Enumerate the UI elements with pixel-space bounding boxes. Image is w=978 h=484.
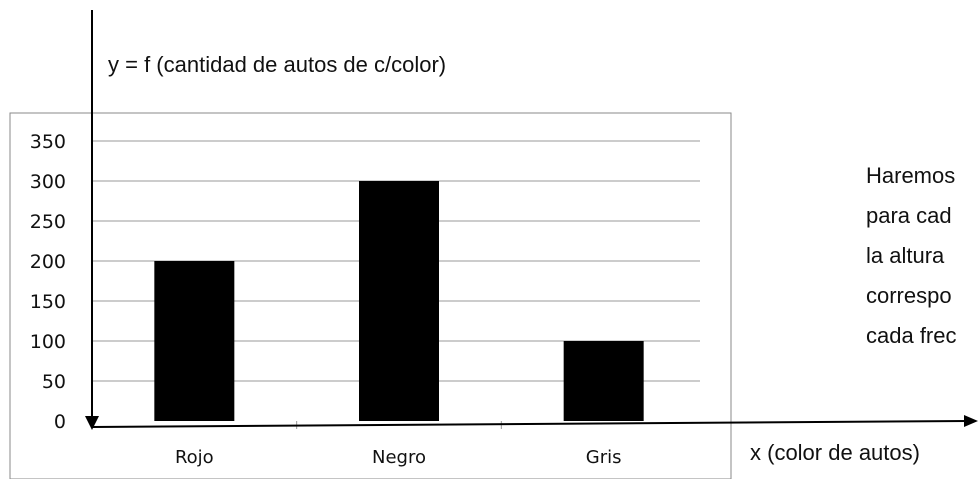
y-tick-label: 100 — [30, 331, 66, 353]
note-line: Haremos — [866, 163, 956, 188]
note-line: cada frec — [866, 323, 957, 348]
x-axis-arrow — [91, 420, 969, 428]
y-axis-arrowhead — [85, 416, 99, 430]
bar — [154, 261, 235, 421]
bar — [359, 181, 439, 421]
x-tick-label: Gris — [586, 447, 622, 468]
bar — [563, 341, 644, 421]
x-axis-label: x (color de autos) — [750, 440, 920, 465]
y-axis-label: y = f (cantidad de autos de c/color) — [108, 52, 447, 77]
explanation-note: Haremos para cad la altura correspo cada… — [866, 156, 957, 356]
x-axis-arrowhead — [964, 415, 978, 427]
y-tick-label: 250 — [30, 211, 66, 233]
y-tick-label: 150 — [30, 291, 66, 313]
y-tick-label: 200 — [30, 251, 66, 273]
y-tick-label: 300 — [30, 171, 66, 193]
note-line: correspo — [866, 283, 952, 308]
note-line: para cad — [866, 203, 952, 228]
y-tick-label: 50 — [42, 371, 66, 393]
x-tick-label: Negro — [372, 447, 426, 468]
note-line: la altura — [866, 243, 945, 268]
y-tick-label: 350 — [30, 131, 66, 153]
y-tick-label: 0 — [54, 411, 66, 433]
x-tick-label: Rojo — [175, 447, 214, 468]
